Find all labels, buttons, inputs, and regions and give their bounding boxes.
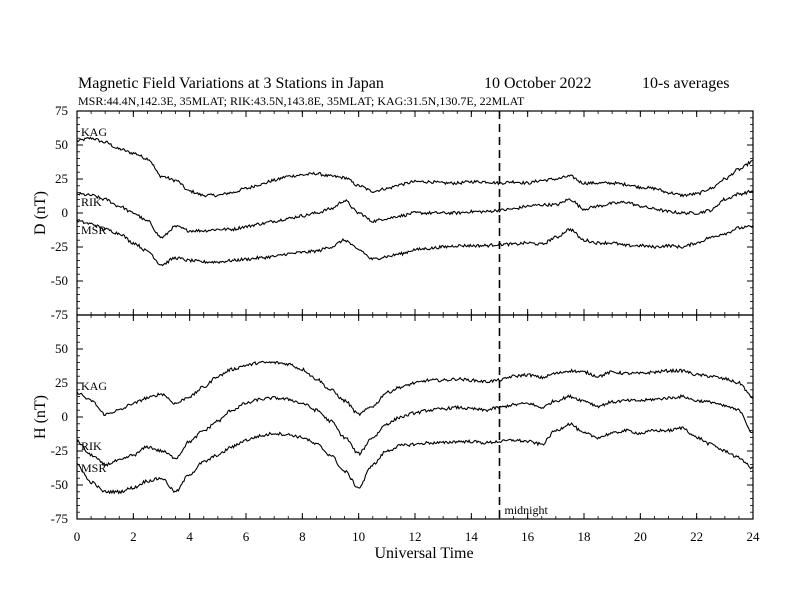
series-line-rik — [76, 394, 754, 467]
x-tick-label: 6 — [243, 529, 250, 544]
series-line-rik — [76, 189, 754, 239]
y-tick-label: -50 — [51, 477, 68, 492]
chart-panels: 75 50 25 0 -25 -50 -75 D (nT) KAG RIK MSR 50 25 0 -25 -… — [32, 103, 760, 544]
y-tick-label: -75 — [51, 307, 68, 322]
chart-date: 10 October 2022 — [484, 75, 592, 92]
x-tick-label: 24 — [747, 529, 761, 544]
series-line-msr — [76, 422, 754, 495]
x-tick-label: 14 — [465, 529, 479, 544]
panel-d: 75 50 25 0 -25 -50 -75 D (nT) KAG RIK MSR — [32, 103, 754, 322]
y-tick-label: -25 — [51, 239, 68, 254]
x-tick-label: 10 — [352, 529, 365, 544]
chart-title: Magnetic Field Variations at 3 Stations … — [78, 75, 384, 92]
series-label-rik: RIK — [81, 439, 102, 453]
station-coordinates: MSR:44.4N,142.3E, 35MLAT; RIK:43.5N,143.… — [78, 94, 525, 108]
y-axis-label: D (nT) — [32, 191, 49, 235]
x-axis-label: Universal Time — [374, 545, 473, 562]
y-tick-label: 75 — [55, 103, 68, 118]
x-tick-label: 12 — [409, 529, 422, 544]
x-tick-label: 2 — [130, 529, 137, 544]
x-tick-label: 22 — [690, 529, 703, 544]
series-line-kag — [76, 360, 754, 417]
y-tick-label: -50 — [51, 273, 68, 288]
x-tick-label: 16 — [521, 529, 535, 544]
series-line-kag — [76, 136, 754, 198]
x-tick-label: 0 — [74, 529, 81, 544]
series-label-kag: KAG — [81, 125, 107, 139]
y-tick-label: -25 — [51, 443, 68, 458]
series-label-msr: MSR — [81, 461, 106, 475]
x-tick-label: 8 — [299, 529, 306, 544]
y-tick-label: 50 — [55, 137, 68, 152]
panel-frame — [76, 110, 754, 316]
y-tick-label: 0 — [62, 205, 69, 220]
x-tick-label: 20 — [634, 529, 647, 544]
y-axis-label: H (nT) — [32, 395, 49, 439]
series-label-kag: KAG — [81, 379, 107, 393]
series-label-rik: RIK — [81, 195, 102, 209]
chart-averaging: 10-s averages — [642, 75, 730, 92]
y-tick-label: 25 — [55, 171, 68, 186]
series-label-msr: MSR — [81, 223, 106, 237]
midnight-label: midnight — [505, 503, 549, 517]
y-tick-label: 25 — [55, 375, 68, 390]
x-tick-label: 18 — [578, 529, 591, 544]
series-line-msr — [76, 219, 754, 267]
y-tick-label: -75 — [51, 511, 68, 526]
x-tick-label: 4 — [186, 529, 193, 544]
y-tick-label: 50 — [55, 341, 68, 356]
y-tick-label: 0 — [62, 409, 69, 424]
panel-frame — [76, 314, 754, 520]
